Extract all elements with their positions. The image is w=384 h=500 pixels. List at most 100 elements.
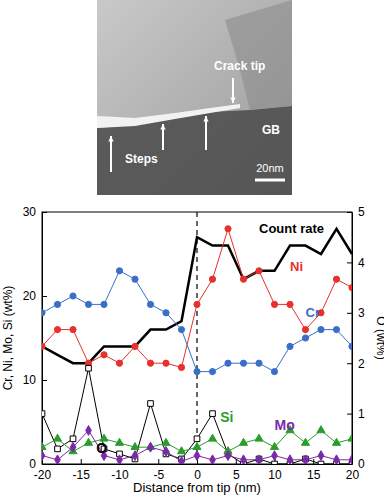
tick: 3 (347, 306, 365, 320)
micrograph-label: Crack tip (214, 59, 265, 73)
series-marker (225, 451, 231, 461)
series-marker (287, 455, 293, 464)
series-label: Ni (290, 259, 303, 274)
series-line (42, 229, 352, 368)
tick-mark (347, 262, 352, 263)
series-marker (318, 461, 324, 464)
series-marker (317, 426, 325, 433)
micrograph-label: Steps (125, 152, 158, 166)
series-marker (55, 455, 61, 464)
series-marker (271, 301, 277, 307)
tick-mark (347, 313, 352, 314)
tick-mark (347, 414, 352, 415)
tick-label: 10 (268, 468, 282, 482)
series-marker (162, 438, 170, 445)
series-marker (163, 446, 169, 456)
series-marker (208, 434, 216, 441)
series-marker (42, 443, 46, 450)
series-label: Cr (306, 305, 320, 320)
tick: 30 (23, 205, 47, 219)
y-axis: 0 10 20 30 (23, 205, 47, 471)
arrow-head (230, 98, 235, 103)
x-axis-title: Distance from tip (nm) (133, 480, 261, 495)
series-marker (42, 343, 45, 349)
series-labels: Count rateNiCrOSiMo (96, 221, 324, 456)
tick-mark (158, 459, 159, 464)
series-marker (178, 327, 184, 333)
tick-label: -10 (111, 468, 129, 482)
reference-line (196, 212, 197, 464)
series-marker (194, 451, 200, 461)
tick: 1 (347, 407, 365, 421)
plot-area (42, 212, 352, 464)
tick-mark (81, 459, 82, 464)
tick-label: 4 (358, 256, 365, 270)
tick: 4 (347, 256, 365, 270)
series-label: Si (220, 409, 233, 425)
tick-mark (347, 464, 352, 465)
x-axis: -20-15-10-505101520 (34, 459, 360, 482)
series-marker (177, 447, 185, 454)
series-marker (287, 343, 293, 349)
plot-frame (42, 212, 352, 464)
series-line (42, 368, 352, 464)
grain-upper-right (225, 0, 292, 110)
series-marker (86, 425, 92, 435)
tick-label: 30 (23, 205, 37, 219)
series-marker (225, 226, 231, 232)
tick-mark (42, 212, 47, 213)
tick-mark (42, 296, 47, 297)
series-marker (132, 276, 138, 282)
tick-label: 2 (358, 357, 365, 371)
series-marker (54, 301, 60, 307)
series-marker (256, 268, 262, 274)
series-marker (240, 276, 246, 282)
series-marker (270, 443, 278, 450)
series-line (42, 229, 352, 363)
tick: -15 (73, 459, 91, 482)
series-marker (115, 438, 123, 445)
axis-line (43, 464, 353, 465)
series-marker (241, 455, 247, 464)
series-marker (147, 301, 153, 307)
series-marker (84, 438, 92, 445)
tick-label: -20 (34, 468, 52, 482)
series-marker (210, 411, 216, 417)
figure: Crack tipGBSteps20nm-20-15-10-5051015200… (0, 0, 384, 500)
series-marker (194, 301, 200, 307)
series-marker (272, 451, 278, 461)
series-marker (116, 360, 122, 366)
tick-mark (42, 464, 47, 465)
tick: 5 (233, 459, 240, 482)
series-marker (255, 434, 263, 441)
y2-axis-title: O (wt%) (374, 316, 384, 359)
series-label: Mo (275, 417, 295, 433)
axis-line (42, 213, 43, 465)
series-marker (55, 446, 61, 452)
crack (97, 104, 240, 128)
tick: 20 (23, 289, 47, 303)
series-marker (148, 442, 154, 452)
series-marker (225, 360, 231, 366)
series-marker (101, 352, 107, 358)
series-marker (303, 455, 309, 464)
tick: 0 (194, 459, 201, 482)
series-marker (349, 285, 352, 291)
series-marker (86, 365, 92, 371)
series-marker (287, 301, 293, 307)
series-marker (334, 455, 340, 464)
series-marker (85, 301, 91, 307)
arrow-head (108, 136, 113, 141)
series-marker (209, 276, 215, 282)
tick-label: 0 (29, 457, 36, 471)
tick-label: 10 (23, 373, 37, 387)
tick-label: -15 (73, 468, 91, 482)
series-marker (193, 443, 201, 450)
series-marker (117, 455, 123, 464)
tick-label: 3 (358, 306, 365, 320)
tick: 5 (347, 205, 365, 219)
series-marker (349, 455, 352, 464)
tick: 2 (347, 357, 365, 371)
scale-bar (255, 179, 285, 182)
scale-bar-label: 20nm (256, 162, 284, 174)
